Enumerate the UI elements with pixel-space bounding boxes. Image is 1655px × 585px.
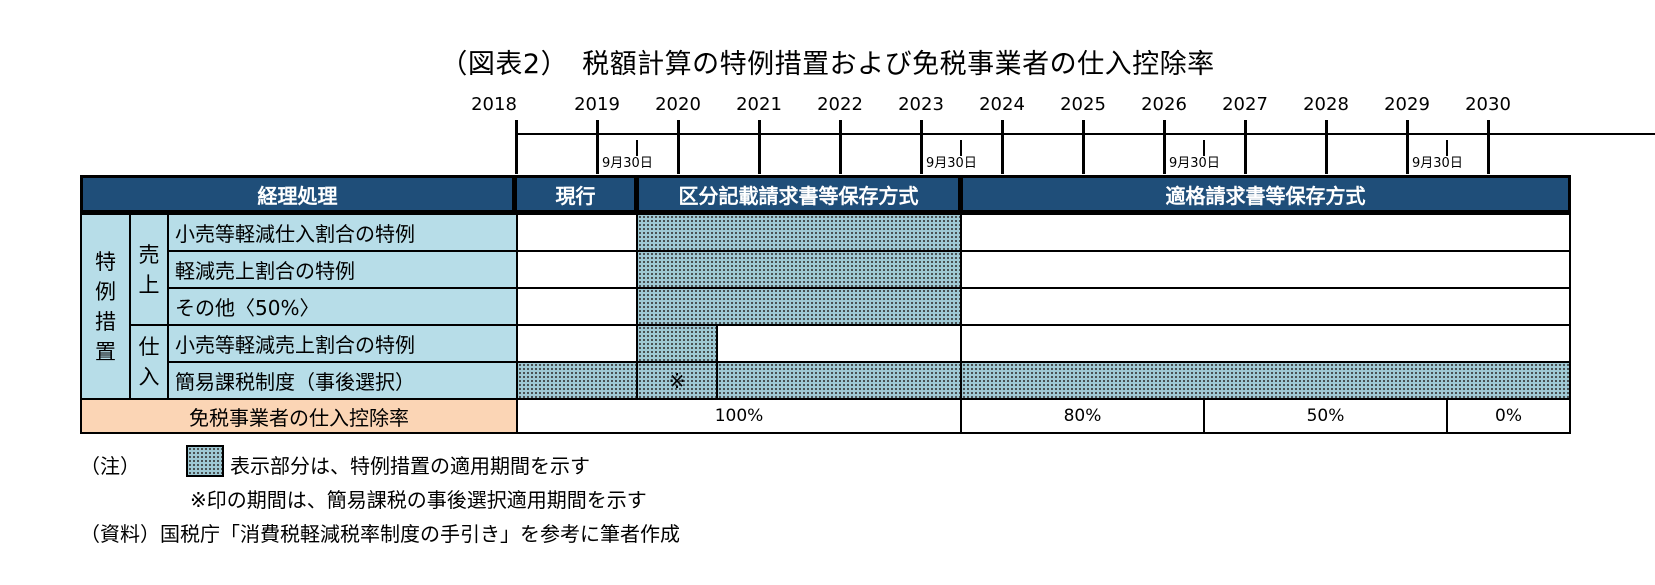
kome-mark: ※	[668, 368, 686, 393]
period-cell	[516, 213, 638, 252]
date-marker-tick	[636, 140, 638, 160]
row-label: その他〈50%〉	[167, 287, 518, 326]
figure-title: （図表2） 税額計算の特例措置および免税事業者の仕入控除率	[440, 49, 1215, 80]
special-measure-period	[636, 213, 962, 252]
row-label: 小売等軽減仕入割合の特例	[167, 213, 518, 252]
date-marker-label: 9月30日	[1169, 156, 1220, 172]
period-cell	[960, 213, 1571, 252]
header-current: 現行	[517, 178, 634, 210]
year-label: 2019	[574, 94, 620, 115]
year-label: 2030	[1465, 94, 1511, 115]
date-marker-label: 9月30日	[602, 156, 653, 172]
exempt-rate: 0%	[1446, 398, 1571, 434]
exempt-label-cell: 免税事業者の仕入控除率	[80, 398, 518, 434]
source-note: （資料）国税庁「消費税軽減税率制度の手引き」を参考に筆者作成	[80, 522, 680, 546]
period-cell	[960, 287, 1571, 326]
date-marker-label: 9月30日	[926, 156, 977, 172]
date-marker-tick	[1446, 140, 1448, 160]
period-cell	[960, 250, 1571, 289]
exempt-rate: 80%	[960, 398, 1205, 434]
timeline-axis	[516, 133, 1655, 135]
year-tick	[1163, 120, 1166, 174]
year-tick	[515, 120, 518, 174]
kome-note: ※印の期間は、簡易課税の事後選択適用期間を示す	[190, 488, 647, 512]
period-cell	[716, 324, 962, 363]
special-measure-period	[636, 250, 962, 289]
special-measure-period	[716, 361, 962, 400]
period-cell	[516, 287, 638, 326]
year-label: 2020	[655, 94, 701, 115]
special-measure-period-kome: ※	[636, 361, 718, 400]
group-label-sales: 売上	[129, 213, 169, 326]
legend-swatch	[186, 445, 224, 477]
special-measure-period	[960, 361, 1571, 400]
year-label: 2029	[1384, 94, 1430, 115]
period-cell	[516, 324, 638, 363]
period-cell	[960, 324, 1571, 363]
year-label: 2022	[817, 94, 863, 115]
year-tick	[1487, 120, 1490, 174]
year-tick	[758, 120, 761, 174]
year-label: 2018	[471, 94, 517, 115]
year-tick	[1406, 120, 1409, 174]
row-label: 軽減売上割合の特例	[167, 250, 518, 289]
period-cell	[516, 250, 638, 289]
note-label: （注）	[80, 454, 140, 478]
year-tick	[920, 120, 923, 174]
date-marker-label: 9月30日	[1412, 156, 1463, 172]
exempt-rate: 100%	[516, 398, 962, 434]
group-label-purchase: 仕入	[129, 324, 169, 400]
year-tick	[677, 120, 680, 174]
exempt-rate: 50%	[1203, 398, 1448, 434]
date-marker-tick	[1203, 140, 1205, 160]
date-marker-tick	[960, 140, 962, 160]
year-tick	[596, 120, 599, 174]
special-measure-period	[516, 361, 638, 400]
special-measure-period	[636, 287, 962, 326]
year-tick	[1244, 120, 1247, 174]
special-measure-period	[636, 324, 718, 363]
header-accounting: 経理処理	[83, 178, 512, 210]
year-tick	[1001, 120, 1004, 174]
row-label: 簡易課税制度（事後選択）	[167, 361, 518, 400]
group-label-special: 特例措置	[80, 213, 131, 400]
year-label: 2026	[1141, 94, 1187, 115]
year-label: 2023	[898, 94, 944, 115]
header-tekikaku: 適格請求書等保存方式	[963, 178, 1568, 210]
year-tick	[1325, 120, 1328, 174]
row-label: 小売等軽減売上割合の特例	[167, 324, 518, 363]
year-label: 2028	[1303, 94, 1349, 115]
year-label: 2021	[736, 94, 782, 115]
year-tick	[839, 120, 842, 174]
year-tick	[1082, 120, 1085, 174]
year-label: 2024	[979, 94, 1025, 115]
legend-text: 表示部分は、特例措置の適用期間を示す	[230, 454, 590, 478]
year-label: 2027	[1222, 94, 1268, 115]
year-label: 2025	[1060, 94, 1106, 115]
header-kubun: 区分記載請求書等保存方式	[639, 178, 958, 210]
